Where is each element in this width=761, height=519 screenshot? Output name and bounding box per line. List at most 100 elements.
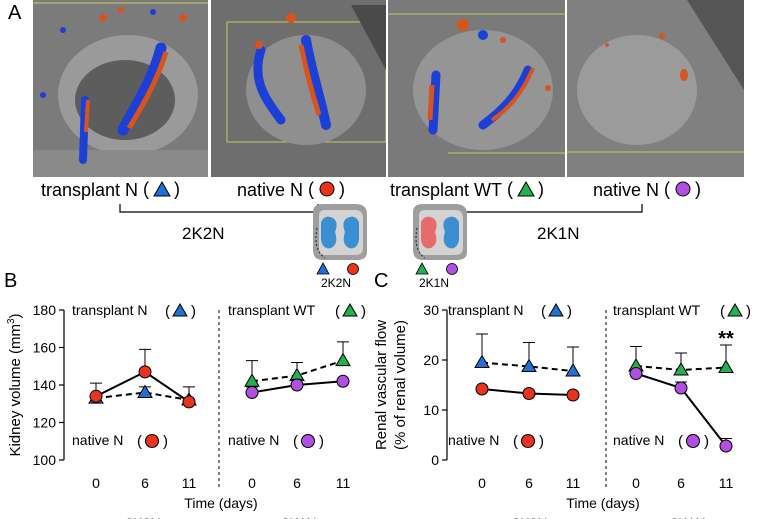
caption-transplant-wt: transplant WT () [390,179,544,200]
x-tick-label: 6 [293,475,301,491]
group-label: 2K2N [512,515,547,519]
kidney-schematic-2k2n [313,204,367,260]
data-point-triangle [673,362,689,376]
legend-paren: ( [335,303,340,320]
x-axis-label: Time (days) [566,495,639,511]
legend-triangle-marker [172,303,188,317]
group-label-2k2n: 2K2N [182,224,225,243]
y-tick-label: 30 [423,302,439,318]
ultrasound-image-native-n-2k1n [567,0,744,177]
data-point-triangle [474,354,490,368]
legend-paren: ( [720,303,725,320]
ultrasound-image-native-n [211,0,386,177]
group-label: 2K2N [125,515,160,519]
y-tick-label: 100 [33,452,57,468]
y-axis-label: Renal vascular flow [373,320,390,450]
legend-paren: ( [678,433,683,450]
y-axis-label: (% of renal volume) [392,320,409,450]
data-point-triangle [718,359,734,373]
legend-circle-marker [301,434,315,448]
legend-paren: ( [513,433,518,450]
schematic-label-2k2n: 2K2N [321,276,352,290]
legend-triangle-marker [548,303,564,317]
legend-paren: ) [704,433,709,450]
schematic-label-2k1n: 2K1N [419,276,450,290]
data-point-circle [182,395,196,409]
blue-triangle-marker: () [143,179,180,199]
panel-label-a: A [8,2,22,24]
green-triangle-marker: () [507,179,544,199]
red-circle-marker: () [308,179,345,199]
data-point-circle [336,374,350,388]
y-axis-label: Kidney volume (mm3) [6,313,24,456]
legend-paren: ) [567,303,572,320]
legend-paren: ) [746,303,751,320]
legend-paren: ) [539,433,544,450]
group-label-2k1n: 2K1N [537,224,580,243]
x-tick-label: 6 [677,475,685,491]
legend-label: transplant WT [613,302,701,318]
data-point-triangle [521,358,537,372]
y-tick-label: 140 [33,377,57,393]
y-tick-label: 20 [423,352,439,368]
ultrasound-image-transplant-wt [388,0,565,177]
x-tick-label: 6 [141,475,149,491]
series-line [481,361,574,372]
kidney-schematic-2k2n-markers [316,262,359,275]
legend-label: transplant WT [228,302,316,318]
svg-text:(: ( [308,179,314,199]
kidney-schematic-2k1n [413,204,467,260]
legend-triangle-marker [727,303,743,317]
legend-paren: ) [361,303,366,320]
legend-circle-marker [145,434,159,448]
x-tick-label: 11 [719,475,734,491]
x-tick-label: 6 [525,475,533,491]
data-point-circle [522,387,536,400]
data-point-circle [566,388,580,402]
svg-text:(: ( [143,179,149,199]
legend-label: transplant N [72,302,147,318]
svg-text:(: ( [664,179,670,199]
legend-paren: ( [541,303,546,320]
svg-text:(: ( [507,179,513,199]
x-tick-label: 0 [92,475,100,491]
x-tick-label: 11 [182,475,197,491]
group-brackets [119,204,643,213]
data-point-circle [629,367,643,380]
svg-text:): ) [538,179,544,199]
caption-transplant-n: transplant N () [41,179,181,200]
group-label: 2K1N [670,515,705,519]
data-point-circle [138,365,152,379]
group-label: 2K1N [281,515,316,519]
legend-label: native N [613,432,664,448]
x-axis-label: Time (days) [184,495,257,511]
legend-circle-marker [521,434,535,448]
data-point-triangle [137,384,153,398]
panel-label-c: C [374,270,389,292]
data-point-triangle [335,352,351,367]
data-point-circle [475,382,489,396]
y-tick-label: 160 [33,340,57,356]
x-tick-label: 0 [632,475,640,491]
legend-label: native N [72,432,123,448]
data-point-circle [245,386,259,399]
data-point-circle [719,439,733,453]
panel-label-b: B [4,270,18,292]
x-tick-label: 0 [478,475,486,491]
x-tick-label: 0 [248,475,256,491]
data-point-circle [290,378,304,392]
chart-renal-vascular-flow: 0 10 20 30 Renal vascular flow (% of renal vo… [373,302,751,519]
y-tick-label: 180 [33,302,57,318]
svg-text:): ) [174,179,180,199]
y-tick-label: 10 [423,402,439,418]
legend-label: native N [228,432,279,448]
caption-native-n: native N () [237,179,346,200]
legend-triangle-marker [342,303,358,317]
svg-text:): ) [695,179,701,199]
ultrasound-image-transplant-n [33,0,208,177]
legend-paren: ) [163,433,168,450]
x-tick-label: 11 [566,475,581,491]
legend-paren: ( [293,433,298,450]
purple-circle-marker: () [664,179,701,199]
legend-paren: ( [165,303,170,320]
